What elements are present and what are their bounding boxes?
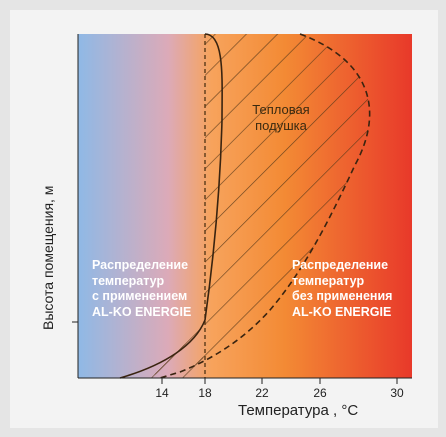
x-tick-label-14: 14 [155, 386, 169, 400]
thermal-cushion-line1: Тепловая [252, 102, 310, 117]
x-axis-label: Температура , °C [238, 402, 359, 419]
note-with-alko-line1: Распределение [92, 258, 189, 272]
note-with-alko: Распределение температур с применением A… [92, 258, 191, 320]
lower-hatch [125, 322, 205, 378]
x-tick-label-18: 18 [198, 386, 212, 400]
thermal-cushion-line2: подушка [255, 118, 307, 133]
y-axis-label: Высота помещения, м [40, 185, 56, 330]
thermal-cushion-hatch [120, 34, 370, 378]
note-with-alko-line2: температур [92, 273, 165, 288]
curve-without-alko [159, 33, 371, 379]
note-with-alko-line4: AL-KO ENERGIE [92, 304, 192, 319]
note-without-alko-line2: температур [292, 273, 365, 288]
x-tick-label-22: 22 [255, 386, 269, 400]
x-tick-label-26: 26 [313, 386, 327, 400]
x-tick-label-30: 30 [390, 386, 404, 400]
thermal-cushion-label: Тепловая подушка [236, 102, 326, 134]
curve-with-alko [119, 33, 223, 379]
note-without-alko-line3: без применения [292, 289, 393, 303]
note-with-alko-line3: с применением [92, 289, 188, 303]
note-without-alko-line4: AL-KO ENERGIE [292, 304, 392, 319]
note-without-alko: Распределение температур без применения … [292, 258, 392, 320]
note-without-alko-line1: Распределение [292, 258, 389, 272]
